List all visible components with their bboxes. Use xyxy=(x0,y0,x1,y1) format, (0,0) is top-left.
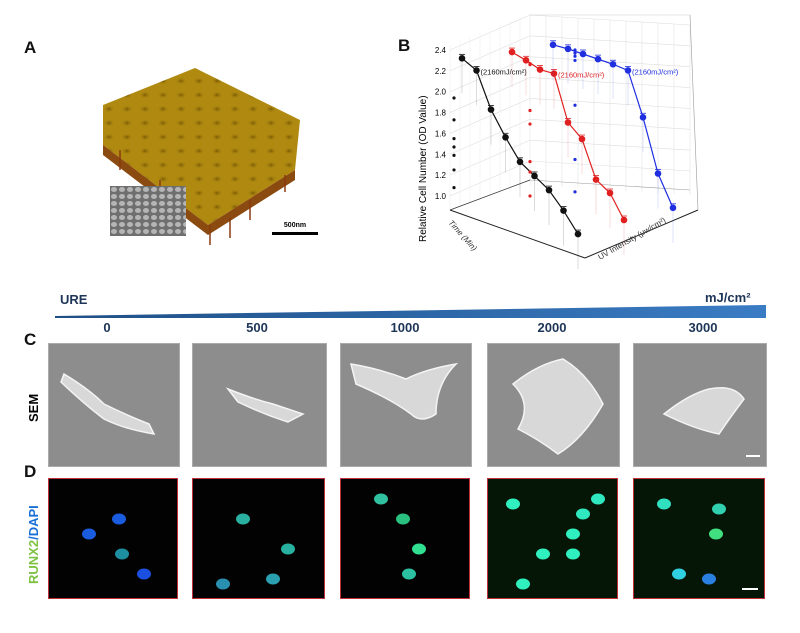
data-point-black xyxy=(502,133,509,141)
data-point-blue xyxy=(579,50,587,58)
dose-label: 3000 xyxy=(688,320,718,335)
wall-projection-dot xyxy=(452,137,456,141)
y-tick-label: 2.4 xyxy=(435,46,447,55)
data-point-red xyxy=(550,70,558,77)
panel-label-b: B xyxy=(398,36,411,55)
sem-image-500 xyxy=(192,343,327,467)
dose-label: 500 xyxy=(246,320,268,335)
annotation-blue: (2160mJ/cm²) xyxy=(632,67,679,76)
wall-projection-dot xyxy=(573,51,577,55)
runx2-dapi-row-label: RUNX2/DAPI xyxy=(26,505,41,584)
wall-projection-dot xyxy=(452,118,456,122)
unit-label: mJ/cm² xyxy=(705,290,751,305)
y-tick-label: 1.0 xyxy=(435,192,447,201)
y-tick-label: 1.6 xyxy=(435,129,447,138)
data-point-red xyxy=(508,48,516,56)
chart-grid xyxy=(449,13,691,210)
panel-label-d: D xyxy=(24,462,37,481)
y-tick-label: 1.4 xyxy=(435,150,447,159)
annotation-black: (2160mJ/cm²) xyxy=(481,67,528,76)
scale-bar-label: 500nm xyxy=(283,222,307,229)
sem-image-2000 xyxy=(487,343,620,467)
wall-projection-dot xyxy=(573,157,577,162)
dose-gradient-wedge xyxy=(55,305,766,318)
data-point-red xyxy=(536,66,544,73)
data-point-black xyxy=(574,230,582,238)
data-point-blue xyxy=(564,45,572,53)
data-point-blue xyxy=(594,55,602,63)
data-point-black xyxy=(531,172,538,180)
fluorescence-image-3000 xyxy=(633,478,765,599)
data-point-black xyxy=(545,186,553,194)
y-tick-label: 1.8 xyxy=(435,109,447,118)
chart-axes xyxy=(449,14,699,259)
sem-image-0 xyxy=(48,343,180,467)
z-axis-label: UV Intensity (μw/cm²) xyxy=(597,215,668,261)
wall-projection-dot xyxy=(528,170,532,174)
data-point-red xyxy=(578,135,586,143)
wall-projection-dot xyxy=(573,190,577,194)
dose-label: 2000 xyxy=(537,320,567,335)
data-point-blue xyxy=(549,41,557,49)
fluorescence-image-1000 xyxy=(340,478,470,599)
data-point-black xyxy=(487,106,495,113)
x-axis-label: Time (Min) xyxy=(447,218,479,253)
wall-projection-dot xyxy=(528,159,532,164)
fluorescence-image-2000 xyxy=(487,478,618,599)
sem-image-1000 xyxy=(340,343,472,467)
y-tick-label: 1.2 xyxy=(435,171,447,180)
wall-projection-dot xyxy=(452,145,456,149)
data-point-black xyxy=(458,55,466,62)
dose-label: 1000 xyxy=(390,320,420,335)
data-point-red xyxy=(564,119,572,126)
y-tick-label: 2.0 xyxy=(435,88,447,97)
data-point-blue xyxy=(654,170,662,177)
wall-projection-dot xyxy=(452,168,456,172)
y-tick-label: 2.2 xyxy=(435,67,447,76)
sem-image-3000 xyxy=(633,343,767,467)
wall-projection-dot xyxy=(528,122,532,126)
data-point-black xyxy=(516,158,524,166)
wall-projection-dot xyxy=(573,58,577,63)
data-point-red xyxy=(592,176,600,183)
runx2-label: RUNX2 xyxy=(26,539,41,584)
data-point-blue xyxy=(669,204,677,212)
data-point-black xyxy=(473,67,480,74)
wall-projection-dot xyxy=(573,103,577,107)
sem-inset-image xyxy=(110,186,186,236)
wall-projection-dot xyxy=(528,108,532,113)
wall-projection-dot xyxy=(452,186,456,190)
fluorescence-image-0 xyxy=(48,478,178,599)
cell-number-3d-chart: Relative Cell Number (OD Value) Time (Mi… xyxy=(418,13,699,270)
y-axis-label: Relative Cell Number (OD Value) xyxy=(418,95,429,242)
slash-label: / xyxy=(26,536,41,540)
wall-projection-dot xyxy=(528,194,532,198)
data-point-red xyxy=(522,57,530,64)
dapi-label: DAPI xyxy=(26,505,41,537)
afm-surface-image xyxy=(103,68,300,245)
wall-projection-dot xyxy=(573,54,577,58)
dose-label: 0 xyxy=(103,320,111,335)
data-point-red xyxy=(620,216,628,224)
data-point-black xyxy=(560,207,567,214)
scale-bar xyxy=(272,232,318,235)
data-point-red xyxy=(606,189,614,197)
fluorescence-image-500 xyxy=(192,478,325,599)
wall-projection-dot xyxy=(452,153,456,157)
wall-projection-dot xyxy=(452,96,456,100)
panel-label-a: A xyxy=(24,38,37,57)
data-point-blue xyxy=(609,60,617,68)
ure-label: URE xyxy=(60,292,88,307)
data-point-blue xyxy=(624,67,632,74)
panel-label-c: C xyxy=(24,330,37,349)
sem-row-label: SEM xyxy=(26,393,41,422)
annotation-red: (2160mJ/cm²) xyxy=(558,71,605,80)
data-point-blue xyxy=(639,113,647,121)
